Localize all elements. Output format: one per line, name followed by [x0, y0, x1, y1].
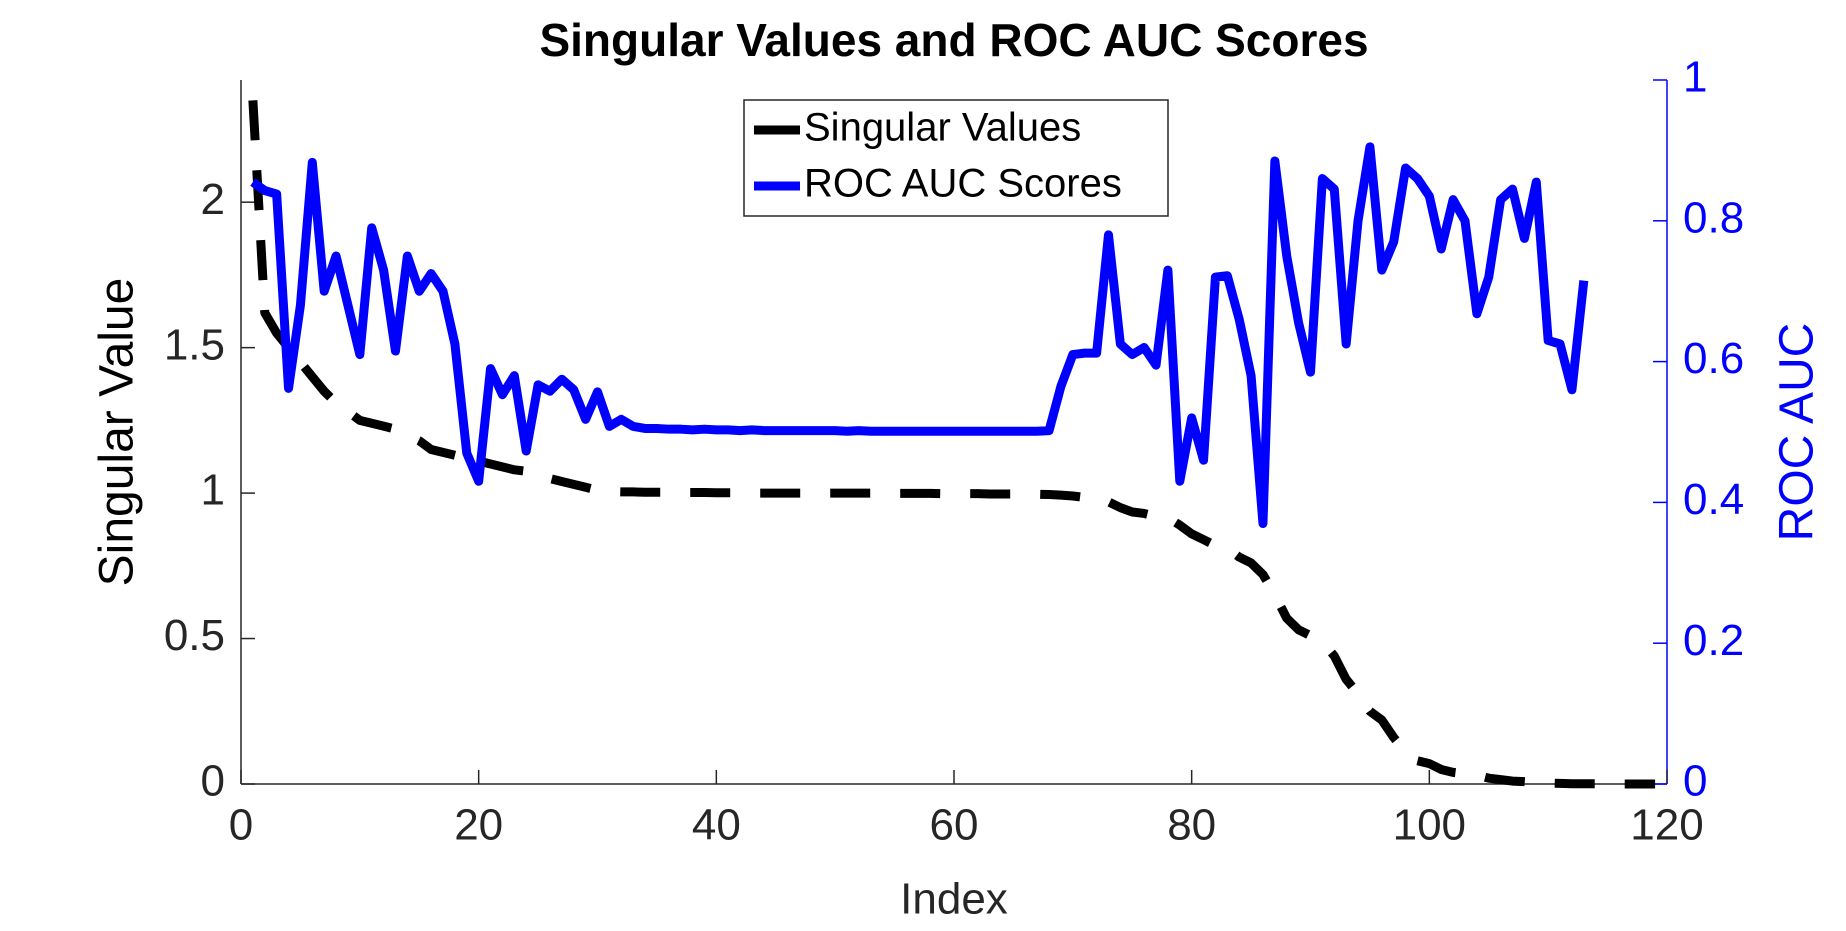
y2-tick-label: 1 [1683, 53, 1707, 102]
x-axis-label: Index [900, 875, 1008, 924]
y2-axis-label: ROC AUC [1771, 323, 1824, 542]
y2-tick-label: 0.2 [1683, 616, 1744, 665]
legend-label: ROC AUC Scores [804, 162, 1122, 206]
chart-title: Singular Values and ROC AUC Scores [539, 14, 1368, 66]
line-series [250, 142, 1589, 529]
x-tick-label: 20 [454, 801, 503, 850]
x-tick-label: 0 [229, 801, 253, 850]
y-axis-label: Singular Value [91, 278, 144, 587]
y-tick-label: 1.5 [164, 320, 225, 369]
x-tick-label: 60 [930, 801, 979, 850]
y2-tick-label: 0 [1683, 757, 1707, 806]
x-tick-label: 40 [692, 801, 741, 850]
y-tick-label: 0 [201, 757, 225, 806]
y-tick-label: 2 [201, 175, 225, 224]
y2-tick-label: 0.6 [1683, 334, 1744, 383]
x-tick-label: 80 [1167, 801, 1216, 850]
y-tick-label: 1 [201, 466, 225, 515]
line-series [248, 100, 1656, 789]
y2-tick-label: 0.4 [1683, 475, 1744, 524]
legend-label: Singular Values [804, 106, 1081, 150]
x-tick-label: 120 [1630, 801, 1703, 850]
y-tick-label: 0.5 [164, 611, 225, 660]
y2-tick-label: 0.8 [1683, 193, 1744, 242]
x-tick-label: 100 [1393, 801, 1466, 850]
legend-box [743, 99, 1169, 217]
